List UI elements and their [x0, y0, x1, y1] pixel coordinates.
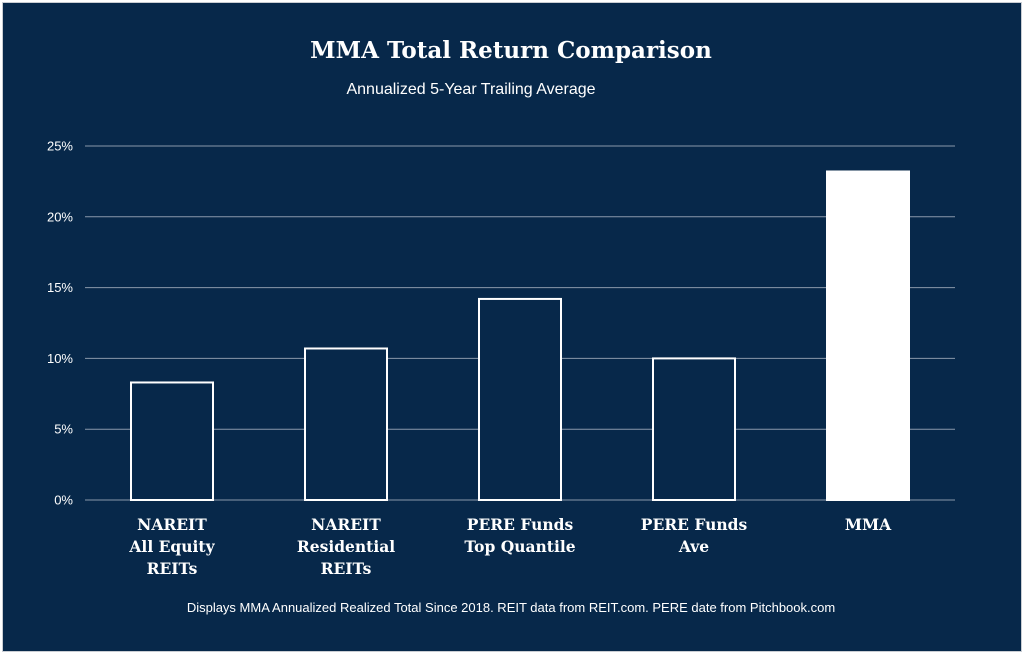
y-axis-ticks: 0% 5% 10% 15% 20% 25%: [47, 139, 73, 508]
x-category-label: NAREIT: [137, 515, 207, 534]
y-tick-label: 15%: [47, 280, 73, 295]
bar: [652, 357, 736, 501]
y-tick-label: 0%: [54, 493, 73, 508]
y-tick-label: 10%: [47, 351, 73, 366]
bars: [130, 170, 910, 502]
chart-subtitle: Annualized 5-Year Trailing Average: [346, 81, 595, 98]
x-category-label: PERE Funds: [467, 515, 574, 534]
y-tick-label: 25%: [47, 139, 73, 154]
x-category-label: REITs: [321, 559, 372, 578]
y-tick-label: 20%: [47, 209, 73, 224]
x-category-label: Top Quantile: [464, 537, 575, 556]
x-axis-labels: NAREIT All Equity REITs NAREIT Residential RE…: [128, 515, 892, 578]
y-tick-label: 5%: [54, 422, 73, 437]
x-category-label: MMA: [845, 515, 892, 534]
x-category-label: PERE Funds: [641, 515, 748, 534]
bar: [478, 297, 562, 502]
footnote: Displays MMA Annualized Realized Total S…: [187, 600, 835, 615]
x-category-label: Residential: [297, 537, 395, 556]
chart-title: MMA Total Return Comparison: [310, 37, 712, 64]
x-category-label: Ave: [678, 537, 709, 556]
x-category-label: NAREIT: [311, 515, 381, 534]
x-category-label: REITs: [147, 559, 198, 578]
bar: [826, 170, 910, 501]
bar: [130, 381, 214, 501]
bar: [304, 347, 388, 501]
bar-chart: MMA Total Return Comparison Annualized 5…: [47, 37, 955, 615]
x-category-label: All Equity: [128, 537, 215, 556]
